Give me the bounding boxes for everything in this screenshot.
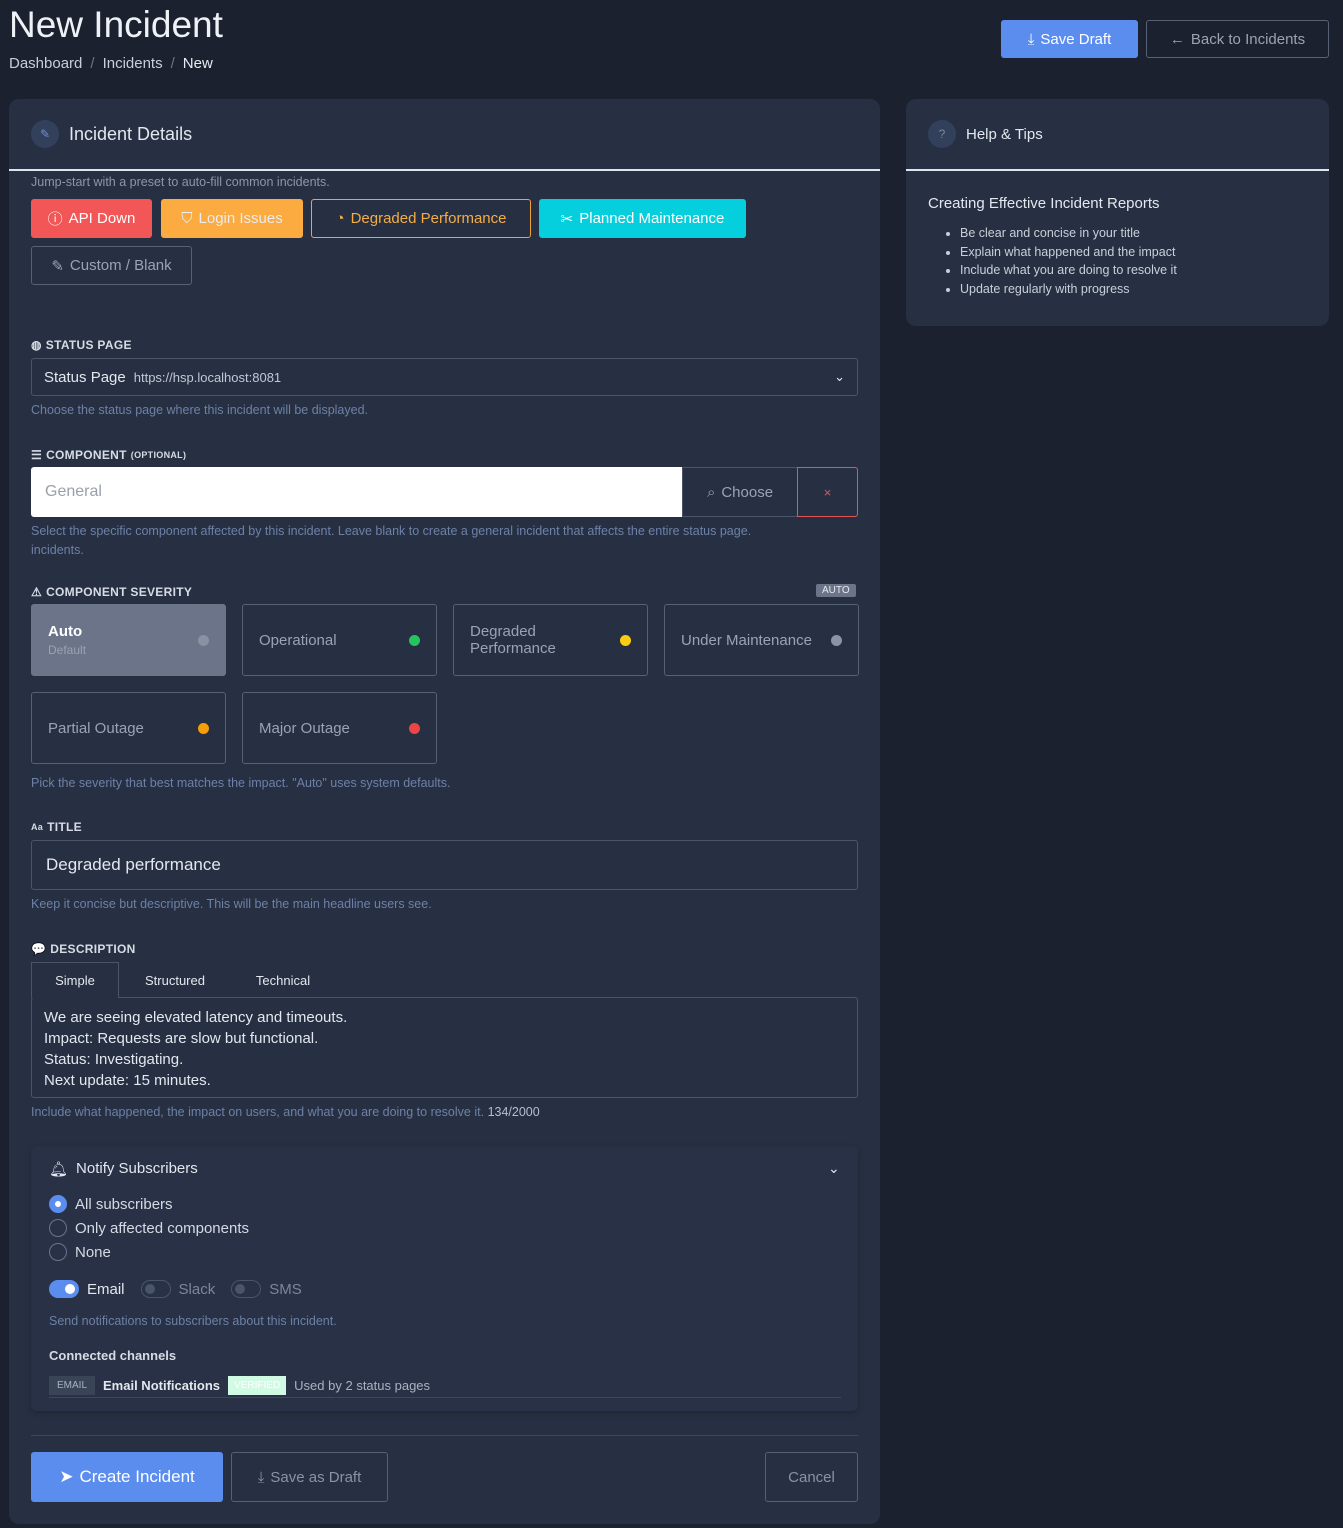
bell-icon: 🔔︎ (49, 1161, 69, 1178)
status-dot (198, 722, 209, 734)
search-icon: ⌕ (706, 483, 716, 501)
severity-auto[interactable]: Auto Default (31, 604, 226, 676)
description-textarea[interactable]: We are seeing elevated latency and timeo… (31, 997, 858, 1098)
component-input[interactable]: General (31, 467, 682, 517)
clear-component-button[interactable]: × (797, 467, 858, 517)
severity-major-outage[interactable]: Major Outage (242, 692, 437, 764)
title-label: Aa TITLE (31, 820, 82, 834)
arrow-left-icon: ← (1169, 30, 1185, 48)
choose-component-button[interactable]: ⌕ Choose (682, 467, 798, 517)
auto-badge: AUTO (816, 584, 856, 597)
tab-simple[interactable]: Simple (31, 962, 119, 998)
status-page-select[interactable]: Status Page https://hsp.localhost:8081 ⌄ (31, 358, 858, 396)
char-count: 134/2000 (487, 1105, 540, 1119)
edit-icon: ✎ (51, 257, 64, 275)
tab-structured[interactable]: Structured (145, 972, 205, 988)
status-page-label: ◍ STATUS PAGE (31, 338, 132, 352)
severity-maintenance[interactable]: Under Maintenance (664, 604, 859, 676)
verified-badge: VERIFIED (228, 1375, 287, 1395)
send-icon: ➤ (59, 1467, 74, 1486)
preset-login-issues[interactable]: ⛉ Login Issues (161, 199, 303, 238)
status-dot (620, 634, 631, 646)
warning-icon: ⚠ (31, 585, 43, 599)
pencil-icon: ✎ (31, 120, 59, 148)
preset-planned-maintenance[interactable]: ✂ Planned Maintenance (539, 199, 746, 238)
shield-icon: ⛉ (181, 210, 193, 227)
save-as-draft-button[interactable]: ⤓ Save as Draft (231, 1452, 388, 1502)
download-icon: ⤓ (257, 1468, 265, 1486)
status-dot (198, 634, 209, 646)
comment-icon: 💬 (31, 942, 47, 956)
alert-circle-icon: ⓘ (47, 211, 63, 228)
text-icon: Aa (31, 822, 44, 832)
severity-degraded[interactable]: Degraded Performance (453, 604, 648, 676)
chevron-down-icon[interactable]: ⌄ (828, 1160, 840, 1176)
card-title: Incident Details (69, 123, 193, 144)
radio-none[interactable]: None (49, 1240, 249, 1264)
download-icon: ⤓ (1027, 30, 1035, 48)
notify-header[interactable]: 🔔︎ Notify Subscribers (49, 1160, 198, 1178)
radio-all-subscribers[interactable]: All subscribers (49, 1192, 249, 1216)
save-draft-button[interactable]: ⤓ Save Draft (1001, 20, 1138, 58)
back-to-incidents-button[interactable]: ← Back to Incidents (1146, 20, 1329, 58)
chevron-down-icon: ⌄ (834, 369, 845, 384)
breadcrumb: Dashboard / Incidents / New (9, 55, 213, 72)
severity-operational[interactable]: Operational (242, 604, 437, 676)
sms-toggle[interactable] (231, 1280, 262, 1298)
description-label: 💬 DESCRIPTION (31, 942, 136, 956)
notify-panel (31, 1146, 858, 1411)
breadcrumb-current: New (182, 55, 213, 72)
email-toggle[interactable] (49, 1280, 79, 1298)
connected-channel-row: EMAIL Email Notifications VERIFIED Used … (49, 1373, 841, 1398)
globe-icon: ◍ (31, 338, 42, 352)
title-input[interactable]: Degraded performance (31, 840, 858, 890)
create-incident-button[interactable]: ➤ Create Incident (31, 1452, 223, 1502)
breadcrumb-incidents[interactable]: Incidents (102, 55, 163, 72)
tools-icon: ✂ (560, 210, 574, 228)
help-icon: ? (928, 120, 956, 148)
severity-label: ⚠ COMPONENT SEVERITY (31, 585, 193, 599)
preset-degraded-performance[interactable]: ◔ Degraded Performance (311, 199, 531, 238)
page-title: New Incident (9, 4, 223, 45)
status-dot (831, 634, 842, 646)
status-dot (409, 722, 420, 734)
help-card: ? Help & Tips Creating Effective Incident… (906, 99, 1329, 326)
severity-partial-outage[interactable]: Partial Outage (31, 692, 226, 764)
preset-custom-blank[interactable]: ✎ Custom / Blank (31, 246, 192, 285)
preset-hint: Jump-start with a preset to auto-fill co… (31, 175, 330, 189)
slack-toggle[interactable] (140, 1280, 171, 1298)
database-icon: ☰ (31, 448, 43, 462)
cancel-button[interactable]: Cancel (765, 1452, 858, 1502)
breadcrumb-dashboard[interactable]: Dashboard (9, 55, 83, 72)
help-heading: Creating Effective Incident Reports (928, 195, 1160, 212)
gauge-icon: ◔ (335, 210, 345, 227)
component-label: ☰ COMPONENT (OPTIONAL) (31, 448, 187, 462)
radio-affected-components[interactable]: Only affected components (49, 1216, 249, 1240)
preset-api-down[interactable]: ⓘ API Down (31, 199, 152, 238)
tab-technical[interactable]: Technical (255, 972, 311, 988)
tips-list: Be clear and concise in your titleExplai… (906, 212, 1329, 298)
status-dot (409, 634, 420, 646)
